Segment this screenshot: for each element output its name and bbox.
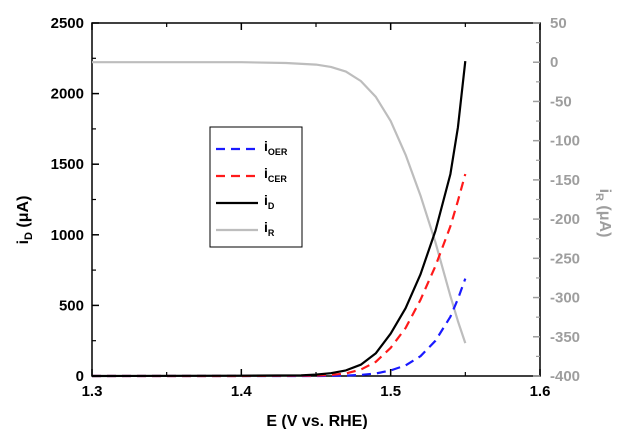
y2-axis-title-main: i <box>596 189 613 193</box>
y-tick-label: 2500 <box>51 15 84 32</box>
y2-tick-label: -200 <box>550 211 580 228</box>
x-axis-title: E (V vs. RHE) <box>266 413 367 429</box>
y2-tick-label: -50 <box>550 93 572 110</box>
legend-label-main: i <box>264 219 268 235</box>
y-tick-label: 1000 <box>51 227 84 244</box>
legend-label-d: iD <box>264 192 275 211</box>
y-tick-label: 1500 <box>51 156 84 173</box>
series-line-cer <box>92 173 467 378</box>
legend-label-oer: iOER <box>264 138 288 157</box>
legend-box <box>209 126 303 248</box>
y2-tick-label: 0 <box>550 54 558 71</box>
y2-axis-title-sub: R <box>593 193 605 201</box>
legend-label-sub: D <box>268 201 275 211</box>
y-tick-label: 2000 <box>51 86 84 103</box>
y-axis-title-sub: D <box>23 232 35 240</box>
y-axis-title: iD (μA) <box>15 196 35 245</box>
x-tick-label: 1.4 <box>231 383 253 400</box>
y2-tick-label: 50 <box>550 15 567 32</box>
legend-label-sub: R <box>268 228 275 238</box>
y2-axis-title: iR (μA) <box>593 189 613 238</box>
y2-axis-title-units: (μA) <box>596 201 613 237</box>
legend-label-main: i <box>264 192 268 208</box>
legend-label-r: iR <box>264 219 275 238</box>
y-axis-title-main: i <box>15 240 32 244</box>
legend-label-main: i <box>264 138 268 154</box>
y2-tick-label: -400 <box>550 368 580 385</box>
x-tick-label: 1.5 <box>380 383 401 400</box>
legend-label-sub: CER <box>268 174 288 184</box>
y-tick-label: 0 <box>76 368 84 385</box>
x-tick-label: 1.3 <box>82 383 103 400</box>
x-tick-label: 1.6 <box>530 383 551 400</box>
series-line-oer <box>92 278 467 378</box>
plot-frame <box>91 22 541 377</box>
y-tick-label: 500 <box>59 297 84 314</box>
plot-area-border <box>91 22 541 377</box>
y2-tick-label: -300 <box>550 290 580 307</box>
y2-tick-label: -350 <box>550 329 580 346</box>
y2-tick-label: -150 <box>550 172 580 189</box>
y-axis-title-units: (μA) <box>15 196 32 232</box>
series-line-d <box>91 60 467 378</box>
series-line-r <box>92 61 467 344</box>
legend-label-sub: OER <box>268 147 288 157</box>
legend-label-cer: iCER <box>264 165 287 184</box>
series-layer <box>91 60 467 378</box>
y2-tick-label: -100 <box>550 133 580 150</box>
y2-tick-label: -250 <box>550 250 580 267</box>
legend-label-main: i <box>264 165 268 181</box>
